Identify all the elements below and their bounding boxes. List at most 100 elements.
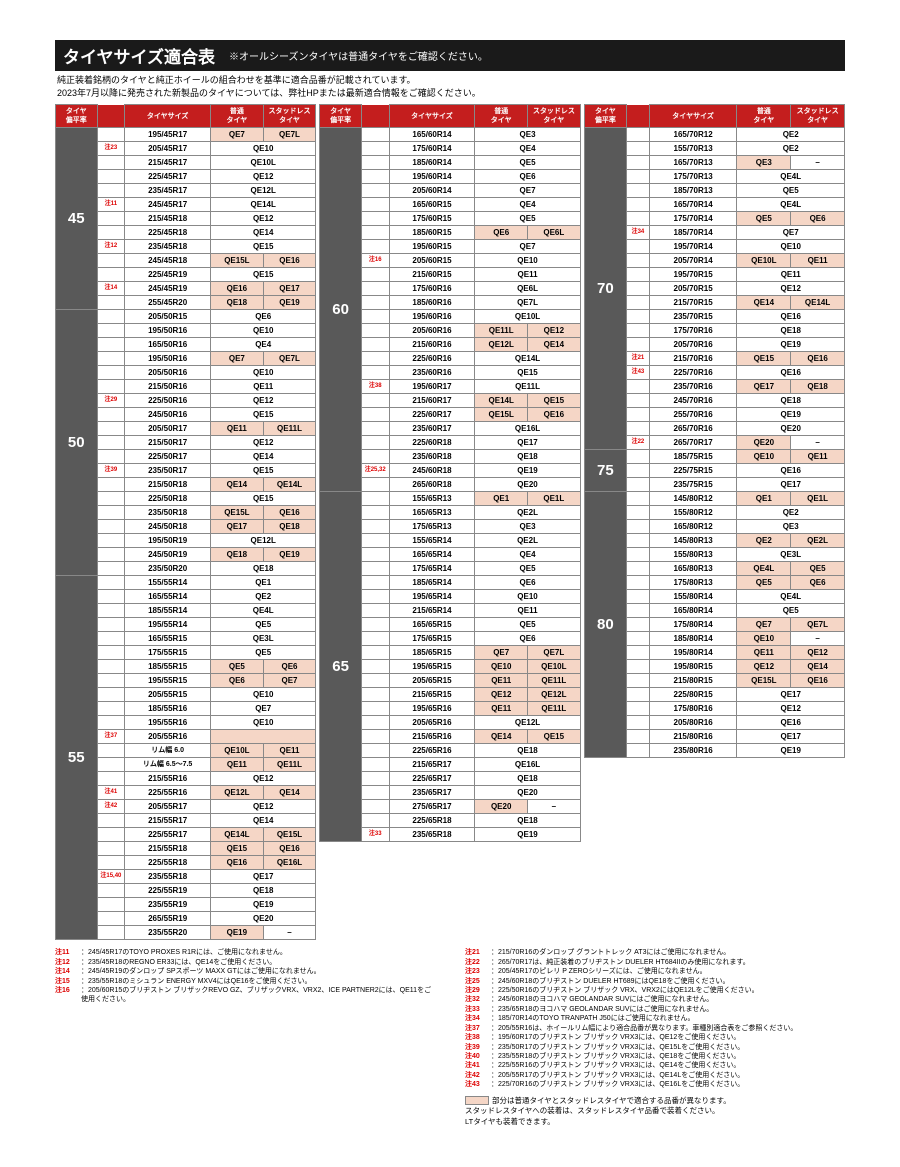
part-number: QE12 xyxy=(211,772,316,786)
part-number-studless: – xyxy=(791,156,845,170)
part-number-normal: QE2 xyxy=(737,534,791,548)
part-number-normal: QE14L xyxy=(211,828,264,842)
part-number-normal: QE15L xyxy=(211,254,264,268)
note-ref: 注15,40 xyxy=(97,870,125,884)
tire-size: 245/70R16 xyxy=(649,394,737,408)
note-ref xyxy=(361,268,389,282)
part-number: QE4 xyxy=(475,198,580,212)
note-ref: 注34 xyxy=(627,226,650,240)
part-number-normal: QE15L xyxy=(475,408,528,422)
part-number-studless: QE5 xyxy=(791,562,845,576)
tire-size: 195/65R14 xyxy=(389,590,475,604)
tire-size: 225/60R17 xyxy=(389,408,475,422)
tire-size: 245/60R18 xyxy=(389,464,475,478)
note-ref xyxy=(361,492,389,506)
note-ref: 注29 xyxy=(97,394,125,408)
tire-size: 175/60R16 xyxy=(389,282,475,296)
part-number-studless: QE11 xyxy=(263,744,316,758)
part-number: QE16L xyxy=(475,422,580,436)
footnote: 注43：225/70R16のブリヂストン ブリザック VRX3には、QE16Lを… xyxy=(465,1080,845,1089)
note-ref xyxy=(627,380,650,394)
part-number: QE12L xyxy=(475,716,580,730)
part-number: QE10L xyxy=(211,156,316,170)
tables-container: タイヤ偏平率タイヤサイズ普通タイヤスタッドレスタイヤ45195/45R17QE7… xyxy=(55,104,845,940)
part-number: QE10 xyxy=(475,254,580,268)
footnotes-left: 注11：245/45R17のTOYO PROXES R1Rには、ご使用になれませ… xyxy=(55,948,435,1127)
tire-size: 165/55R14 xyxy=(125,590,211,604)
part-number: QE7 xyxy=(475,240,580,254)
part-number: QE12 xyxy=(211,394,316,408)
note-ref xyxy=(97,912,125,926)
tire-size: 235/65R17 xyxy=(389,786,475,800)
part-number-studless: QE19 xyxy=(263,548,316,562)
tire-size: 245/45R19 xyxy=(125,282,211,296)
note-ref xyxy=(361,506,389,520)
part-number: QE19 xyxy=(737,338,845,352)
tire-size: 215/70R15 xyxy=(649,296,737,310)
part-number-studless: QE7 xyxy=(263,674,316,688)
part-number-studless: QE16L xyxy=(263,856,316,870)
part-number: QE4L xyxy=(737,170,845,184)
part-number-studless: – xyxy=(263,926,316,940)
part-number: QE14 xyxy=(211,450,316,464)
tire-size: 225/60R16 xyxy=(389,352,475,366)
part-number: QE16 xyxy=(737,310,845,324)
note-ref xyxy=(361,478,389,492)
part-number-studless: – xyxy=(791,632,845,646)
note-ref xyxy=(361,786,389,800)
note-ref xyxy=(361,604,389,618)
tire-size: 225/55R18 xyxy=(125,856,211,870)
note-ref xyxy=(627,324,650,338)
part-number-studless: QE10L xyxy=(528,660,581,674)
col-header: タイヤサイズ xyxy=(649,105,737,128)
note-ref xyxy=(361,156,389,170)
note-ref xyxy=(361,814,389,828)
part-number-studless: QE6 xyxy=(263,660,316,674)
tire-size: 215/65R15 xyxy=(389,688,475,702)
tire-size: 175/65R15 xyxy=(389,632,475,646)
part-number-studless: QE15 xyxy=(528,730,581,744)
part-number-normal: QE7 xyxy=(211,352,264,366)
tire-size: 225/55R19 xyxy=(125,884,211,898)
part-number-normal: QE14 xyxy=(475,730,528,744)
note-ref xyxy=(361,282,389,296)
note-ref xyxy=(97,576,125,590)
note-ref xyxy=(97,926,125,940)
tire-size: 235/80R16 xyxy=(649,744,737,758)
part-number-normal: QE15L xyxy=(211,506,264,520)
part-number-normal: QE10 xyxy=(475,660,528,674)
tire-size: 175/80R13 xyxy=(649,576,737,590)
note-ref xyxy=(361,142,389,156)
note-ref xyxy=(361,422,389,436)
note-ref: 注23 xyxy=(97,142,125,156)
part-number-normal: QE11 xyxy=(211,758,264,772)
tire-size: 165/50R16 xyxy=(125,338,211,352)
tire-size: 215/80R16 xyxy=(649,730,737,744)
tire-size: 195/80R14 xyxy=(649,646,737,660)
aspect-ratio: 45 xyxy=(56,128,98,310)
note-ref xyxy=(627,688,650,702)
part-number-studless: QE19 xyxy=(263,296,316,310)
tire-size: 235/45R17 xyxy=(125,184,211,198)
part-number: QE19 xyxy=(737,408,845,422)
tire-size: 185/60R15 xyxy=(389,226,475,240)
part-number: QE14 xyxy=(211,814,316,828)
tire-size: 235/50R17 xyxy=(125,464,211,478)
col-header: タイヤ偏平率 xyxy=(320,105,362,128)
tire-size: 165/70R13 xyxy=(649,156,737,170)
footnote: 注32：245/60R18のヨコハマ GEOLANDAR SUVにはご使用になれ… xyxy=(465,995,845,1004)
footnotes-right: 注21：215/70R16のダンロップ グラントトレック AT3にはご使用になれ… xyxy=(465,948,845,1127)
part-number: QE12 xyxy=(211,436,316,450)
part-number: QE10 xyxy=(211,142,316,156)
part-number: QE20 xyxy=(475,786,580,800)
tire-size: 215/55R16 xyxy=(125,772,211,786)
note-ref xyxy=(97,310,125,324)
tire-size: 155/65R13 xyxy=(389,492,475,506)
note-ref xyxy=(97,632,125,646)
note-ref xyxy=(97,352,125,366)
note-ref xyxy=(97,380,125,394)
tire-size: 235/75R15 xyxy=(649,478,737,492)
part-number: QE10 xyxy=(211,324,316,338)
part-number: QE3 xyxy=(475,128,580,142)
note-ref: 注39 xyxy=(97,464,125,478)
